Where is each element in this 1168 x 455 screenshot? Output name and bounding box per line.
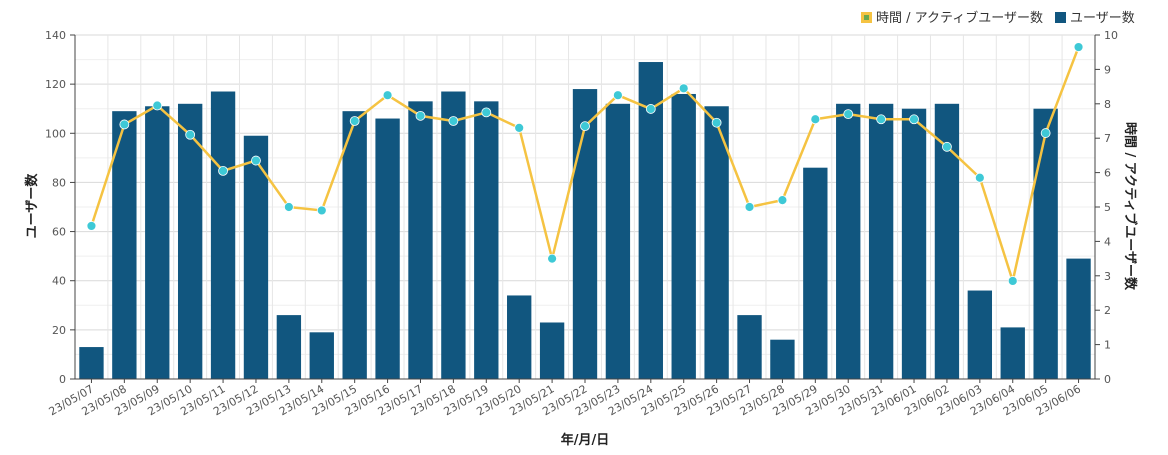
- line-point[interactable]: [777, 195, 788, 206]
- line-point[interactable]: [1040, 128, 1051, 138]
- bar-users[interactable]: [276, 315, 302, 379]
- legend-label-users: ユーザー数: [1070, 11, 1135, 26]
- bar-users[interactable]: [1033, 108, 1058, 380]
- line-point[interactable]: [876, 114, 887, 125]
- bar-users[interactable]: [474, 101, 499, 379]
- y-left-tick-label: 0: [59, 373, 66, 386]
- bar-users[interactable]: [441, 91, 466, 379]
- bar-users[interactable]: [112, 111, 137, 380]
- line-point[interactable]: [613, 90, 623, 101]
- line-point[interactable]: [1073, 42, 1084, 52]
- y-right-tick-label: 2: [1104, 304, 1111, 317]
- y-axis-right-title: 時間 / アクティブユーザー数: [1122, 122, 1138, 291]
- bar-users[interactable]: [836, 103, 861, 380]
- y-left-tick-label: 80: [52, 176, 66, 189]
- line-point[interactable]: [415, 110, 426, 121]
- bar-users[interactable]: [605, 103, 631, 380]
- line-point[interactable]: [448, 116, 459, 126]
- line-point[interactable]: [678, 83, 689, 94]
- y-left-tick-label: 120: [45, 78, 66, 91]
- y-right-tick-label: 9: [1104, 63, 1111, 76]
- line-point[interactable]: [843, 109, 854, 120]
- bar-series-users: [79, 62, 1091, 380]
- legend-swatch-line-marker: [864, 15, 869, 20]
- line-point[interactable]: [514, 122, 525, 133]
- bar-users[interactable]: [408, 101, 433, 379]
- line-point[interactable]: [152, 100, 163, 111]
- y-left-tick-label: 40: [52, 275, 66, 288]
- y-right-tick-label: 1: [1104, 339, 1111, 352]
- line-point[interactable]: [86, 221, 97, 231]
- line-point[interactable]: [382, 90, 393, 101]
- bar-users[interactable]: [671, 93, 696, 379]
- bar-users[interactable]: [177, 103, 203, 380]
- line-point[interactable]: [283, 202, 294, 212]
- line-point[interactable]: [974, 172, 985, 183]
- line-point[interactable]: [810, 114, 821, 125]
- line-point[interactable]: [942, 141, 952, 152]
- line-point[interactable]: [1007, 276, 1018, 286]
- line-point[interactable]: [909, 114, 919, 125]
- y-right-tick-label: 0: [1104, 373, 1111, 386]
- y-right-tick-label: 7: [1104, 132, 1111, 145]
- line-point[interactable]: [119, 119, 130, 130]
- line-point[interactable]: [580, 121, 590, 132]
- line-point[interactable]: [251, 155, 261, 166]
- bar-users[interactable]: [309, 332, 334, 379]
- y-right-tick-label: 5: [1104, 201, 1111, 214]
- line-point[interactable]: [185, 129, 196, 140]
- bar-users[interactable]: [145, 106, 170, 379]
- legend-swatch-bar: [1055, 12, 1066, 23]
- line-point[interactable]: [744, 202, 755, 212]
- legend-item-time-per-user[interactable]: 時間 / アクティブユーザー数: [861, 10, 1043, 26]
- y-left-tick-label: 140: [45, 29, 66, 42]
- x-axis-title: 年/月/日: [561, 432, 610, 448]
- bar-users[interactable]: [1066, 258, 1091, 379]
- bar-users[interactable]: [901, 108, 927, 380]
- y-left-tick-label: 100: [45, 127, 66, 140]
- bar-users[interactable]: [79, 347, 104, 379]
- y-right-tick-label: 3: [1104, 270, 1111, 283]
- y-right-tick-label: 10: [1104, 29, 1118, 42]
- line-point[interactable]: [316, 205, 327, 216]
- bar-users[interactable]: [704, 106, 729, 379]
- bar-users[interactable]: [243, 135, 269, 379]
- line-point[interactable]: [481, 107, 492, 118]
- line-point[interactable]: [547, 253, 557, 264]
- y-left-tick-label: 20: [52, 324, 66, 337]
- legend-label-time-per-user: 時間 / アクティブユーザー数: [876, 10, 1043, 26]
- bar-users[interactable]: [507, 295, 532, 379]
- bar-users[interactable]: [342, 111, 367, 380]
- bar-users[interactable]: [770, 339, 795, 379]
- bar-users[interactable]: [1000, 327, 1025, 379]
- y-right-tick-label: 8: [1104, 98, 1111, 111]
- bar-users[interactable]: [967, 290, 993, 379]
- y-right-tick-label: 6: [1104, 167, 1111, 180]
- bar-users[interactable]: [375, 118, 400, 379]
- y-right-tick-label: 4: [1104, 235, 1111, 248]
- bar-users[interactable]: [868, 103, 894, 380]
- bar-users[interactable]: [572, 89, 598, 379]
- bar-users[interactable]: [737, 315, 762, 379]
- line-point[interactable]: [349, 116, 360, 126]
- bar-users[interactable]: [210, 91, 236, 379]
- y-axis-left-title: ユーザー数: [24, 173, 40, 239]
- bar-users[interactable]: [638, 62, 663, 379]
- bar-users[interactable]: [539, 322, 565, 379]
- line-series-time-per-user: [86, 42, 1084, 286]
- bar-users[interactable]: [803, 167, 828, 379]
- y-left-tick-label: 60: [52, 226, 66, 239]
- legend-item-users[interactable]: ユーザー数: [1055, 11, 1135, 26]
- line-point[interactable]: [645, 104, 656, 114]
- line-point[interactable]: [711, 117, 722, 128]
- legend: 時間 / アクティブユーザー数 ユーザー数: [861, 10, 1135, 26]
- line-point[interactable]: [218, 165, 228, 176]
